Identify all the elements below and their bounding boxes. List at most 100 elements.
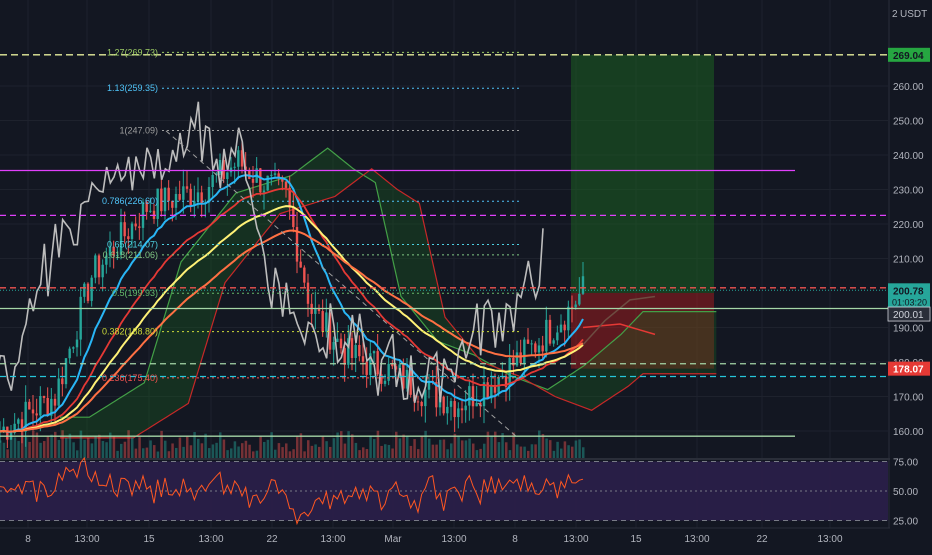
candle-body[interactable] (339, 338, 343, 349)
candle-body[interactable] (317, 308, 321, 312)
candle-body[interactable] (358, 345, 361, 357)
candle-body[interactable] (299, 261, 302, 268)
candle-body[interactable] (288, 187, 291, 208)
candle-body[interactable] (372, 351, 376, 354)
candle-body[interactable] (86, 283, 90, 301)
candle-body[interactable] (482, 382, 486, 407)
candle-body[interactable] (108, 246, 112, 256)
candle-body[interactable] (270, 174, 273, 176)
candle-body[interactable] (123, 222, 126, 237)
candle-body[interactable] (68, 348, 71, 359)
candle-body[interactable] (64, 358, 68, 385)
candle-body[interactable] (567, 306, 570, 331)
candle-body[interactable] (559, 324, 563, 333)
candle-body[interactable] (303, 267, 306, 283)
candle-body[interactable] (376, 351, 379, 375)
candle-body[interactable] (332, 341, 335, 350)
candle-body[interactable] (112, 246, 115, 256)
candle-body[interactable] (453, 401, 456, 418)
candle-body[interactable] (387, 363, 390, 381)
candle-body[interactable] (50, 398, 53, 416)
candle-body[interactable] (581, 276, 585, 294)
candle-body[interactable] (226, 172, 229, 179)
candle-body[interactable] (427, 380, 431, 390)
candle-body[interactable] (570, 306, 574, 308)
candle-body[interactable] (314, 308, 317, 314)
candle-body[interactable] (134, 223, 137, 227)
candle-body[interactable] (523, 339, 526, 364)
candle-body[interactable] (259, 168, 262, 193)
candle-body[interactable] (97, 255, 101, 278)
candle-body[interactable] (127, 236, 130, 239)
candle-body[interactable] (211, 174, 214, 188)
candle-body[interactable] (145, 201, 148, 212)
candle-body[interactable] (233, 166, 236, 168)
candle-body[interactable] (563, 324, 566, 331)
candle-body[interactable] (240, 150, 244, 167)
candle-body[interactable] (79, 296, 82, 340)
candle-body[interactable] (251, 178, 255, 183)
candle-body[interactable] (328, 312, 332, 350)
candle-body[interactable] (486, 382, 489, 399)
candle-body[interactable] (196, 192, 200, 202)
candle-body[interactable] (130, 223, 134, 239)
level-price-badge[interactable]: 200.01 (893, 310, 924, 321)
candle-body[interactable] (281, 177, 284, 182)
candle-body[interactable] (361, 356, 365, 362)
candle-body[interactable] (405, 369, 409, 389)
candle-body[interactable] (17, 419, 20, 424)
candle-body[interactable] (178, 193, 181, 200)
candle-body[interactable] (512, 357, 515, 366)
candle-body[interactable] (53, 398, 57, 406)
candle-body[interactable] (138, 226, 141, 228)
candle-body[interactable] (171, 200, 174, 208)
stop-price-badge[interactable]: 178.07 (893, 365, 924, 376)
candle-body[interactable] (394, 366, 398, 370)
candle-body[interactable] (464, 405, 467, 411)
candle-body[interactable] (343, 348, 346, 365)
candle-body[interactable] (537, 345, 541, 353)
candle-body[interactable] (292, 207, 295, 228)
candle-body[interactable] (28, 401, 31, 410)
candle-body[interactable] (266, 175, 269, 191)
candle-body[interactable] (193, 201, 196, 206)
fib-extension[interactable]: 1.27(269.73) 1.13(259.35) 1(247.09) 0.786(2… (102, 47, 522, 383)
candle-body[interactable] (354, 345, 357, 358)
candle-body[interactable] (416, 401, 420, 403)
candle-body[interactable] (31, 409, 35, 414)
candle-body[interactable] (515, 352, 519, 366)
candle-body[interactable] (398, 364, 401, 370)
candle-body[interactable] (35, 413, 38, 416)
price-axis[interactable]: 2 USDT 260.00 250.00 240.00 230.00 220.00 210.0… (887, 0, 932, 550)
candle-body[interactable] (189, 188, 192, 206)
candle-body[interactable] (248, 169, 251, 179)
candle-body[interactable] (160, 188, 163, 212)
candle-body[interactable] (277, 173, 280, 178)
candle-body[interactable] (185, 186, 189, 189)
candle-body[interactable] (237, 150, 240, 167)
candle-body[interactable] (457, 408, 460, 418)
candle-body[interactable] (13, 423, 16, 433)
candle-body[interactable] (284, 181, 288, 188)
candle-body[interactable] (325, 312, 328, 332)
candle-body[interactable] (116, 254, 119, 256)
candle-body[interactable] (262, 190, 266, 193)
candle-body[interactable] (167, 187, 170, 201)
candle-body[interactable] (149, 210, 152, 212)
candle-body[interactable] (222, 159, 225, 179)
horizontal-levels[interactable] (0, 54, 888, 437)
candle-body[interactable] (383, 380, 387, 384)
candle-body[interactable] (6, 426, 9, 440)
candle-body[interactable] (442, 396, 445, 414)
candle-body[interactable] (519, 352, 522, 364)
candle-body[interactable] (163, 187, 167, 212)
candle-body[interactable] (574, 304, 577, 308)
candle-body[interactable] (545, 319, 548, 352)
candle-body[interactable] (75, 339, 79, 348)
candle-body[interactable] (321, 311, 324, 332)
candle-body[interactable] (42, 395, 46, 398)
candle-body[interactable] (46, 397, 49, 416)
candle-body[interactable] (90, 277, 93, 301)
candle-body[interactable] (541, 345, 544, 352)
